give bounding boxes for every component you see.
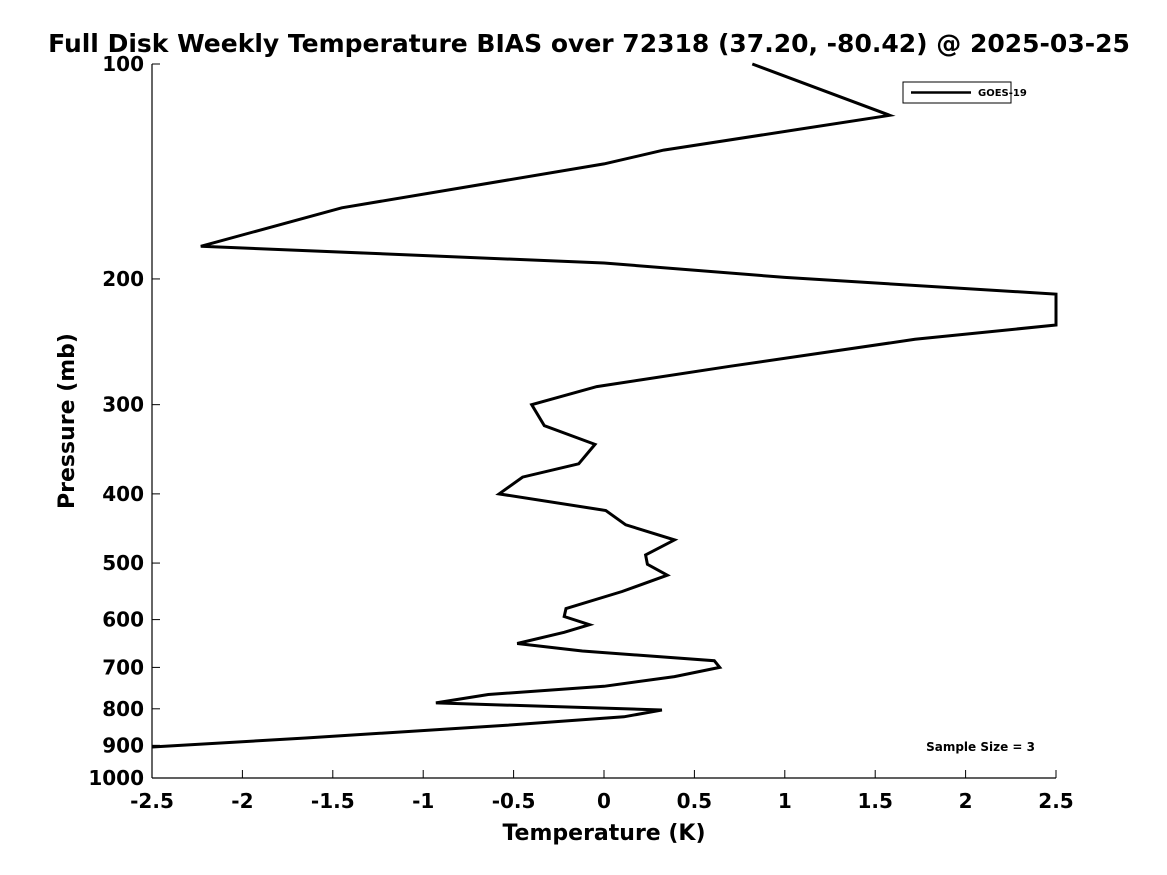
series-layer bbox=[151, 62, 1058, 749]
y-tick-label: 500 bbox=[102, 551, 144, 575]
x-tick-label: 1 bbox=[778, 789, 792, 813]
y-tick-label: 1000 bbox=[88, 766, 144, 790]
x-tick-label: -2.5 bbox=[130, 789, 174, 813]
x-tick-label: 2.5 bbox=[1038, 789, 1073, 813]
y-tick-label: 200 bbox=[102, 267, 144, 291]
x-axis-label: Temperature (K) bbox=[502, 821, 705, 846]
legend: GOES-19 bbox=[902, 81, 1027, 104]
x-ticks: -2.5 -2 -1.5 -1 -0.5 0 0.5 1 1.5 2 2.5 bbox=[130, 770, 1074, 813]
sample-size-annotation: Sample Size = 3 bbox=[926, 740, 1035, 754]
y-tick-label: 400 bbox=[102, 482, 144, 506]
y-tick-label: 600 bbox=[102, 608, 144, 632]
y-axis-label: Pressure (mb) bbox=[55, 333, 80, 509]
series-line-goes-19 bbox=[151, 62, 1058, 749]
y-ticks: 100 200 300 400 500 600 700 800 900 1000 bbox=[88, 52, 160, 790]
plot-area bbox=[152, 64, 1056, 778]
x-tick-label: 2 bbox=[959, 789, 973, 813]
x-tick-label: -2 bbox=[231, 789, 253, 813]
legend-label-goes-19: GOES-19 bbox=[978, 88, 1027, 99]
x-tick-label: 0 bbox=[597, 789, 611, 813]
x-tick-label: 0.5 bbox=[677, 789, 712, 813]
y-tick-label: 300 bbox=[102, 393, 144, 417]
x-tick-label: -1 bbox=[412, 789, 434, 813]
y-tick-label: 100 bbox=[102, 52, 144, 76]
x-tick-label: 1.5 bbox=[857, 789, 892, 813]
x-tick-label: -1.5 bbox=[311, 789, 355, 813]
y-tick-label: 700 bbox=[102, 655, 144, 679]
y-tick-label: 900 bbox=[102, 733, 144, 757]
chart-title: Full Disk Weekly Temperature BIAS over 7… bbox=[48, 29, 1130, 58]
x-tick-label: -0.5 bbox=[492, 789, 536, 813]
y-tick-label: 800 bbox=[102, 697, 144, 721]
